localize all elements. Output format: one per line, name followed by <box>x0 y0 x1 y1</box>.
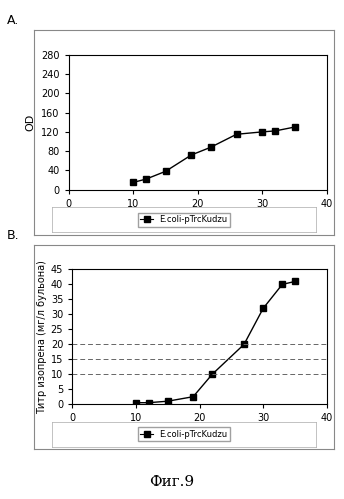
Y-axis label: OD: OD <box>26 114 36 131</box>
Text: A.: A. <box>7 14 19 27</box>
Text: B.: B. <box>7 229 20 242</box>
X-axis label: Время (ч): Время (ч) <box>169 429 230 439</box>
Legend: E.coli-pTrcKudzu: E.coli-pTrcKudzu <box>138 213 230 227</box>
Y-axis label: Титр изопрена (мг/л бульона): Титр изопрена (мг/л бульона) <box>36 260 46 414</box>
Text: Фиг.9: Фиг.9 <box>149 475 195 489</box>
Legend: E.coli-pTrcKudzu: E.coli-pTrcKudzu <box>138 427 230 441</box>
X-axis label: Время (ч): Время (ч) <box>167 214 229 224</box>
